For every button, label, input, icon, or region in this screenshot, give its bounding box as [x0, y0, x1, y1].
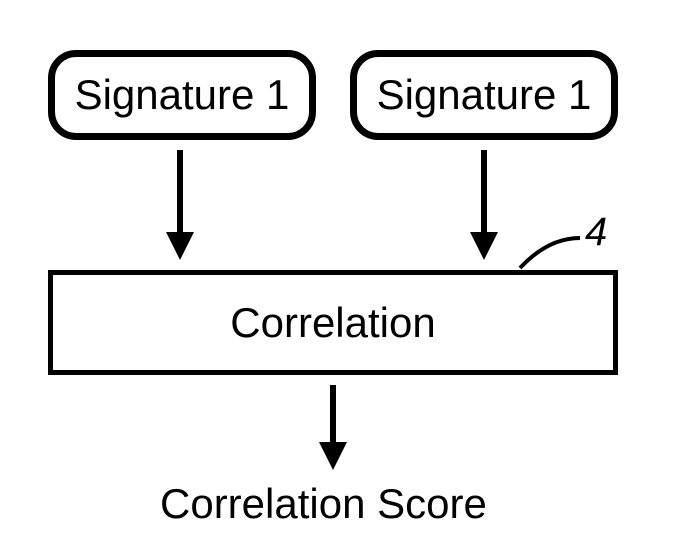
node-signature-right: Signature 1 — [350, 50, 618, 140]
node-correlation-label: Correlation — [230, 299, 435, 347]
node-signature-right-label: Signature 1 — [377, 71, 592, 119]
output-label: Correlation Score — [160, 480, 487, 528]
arrow-corr-to-score — [319, 385, 347, 470]
arrow-sig2-to-corr — [470, 150, 498, 260]
node-signature-left-label: Signature 1 — [75, 71, 290, 119]
callout-curve — [520, 238, 580, 268]
arrow-sig1-to-corr — [166, 150, 194, 260]
node-correlation: Correlation — [48, 270, 618, 375]
callout-label-4: 4 — [585, 210, 607, 255]
node-signature-left: Signature 1 — [48, 50, 316, 140]
